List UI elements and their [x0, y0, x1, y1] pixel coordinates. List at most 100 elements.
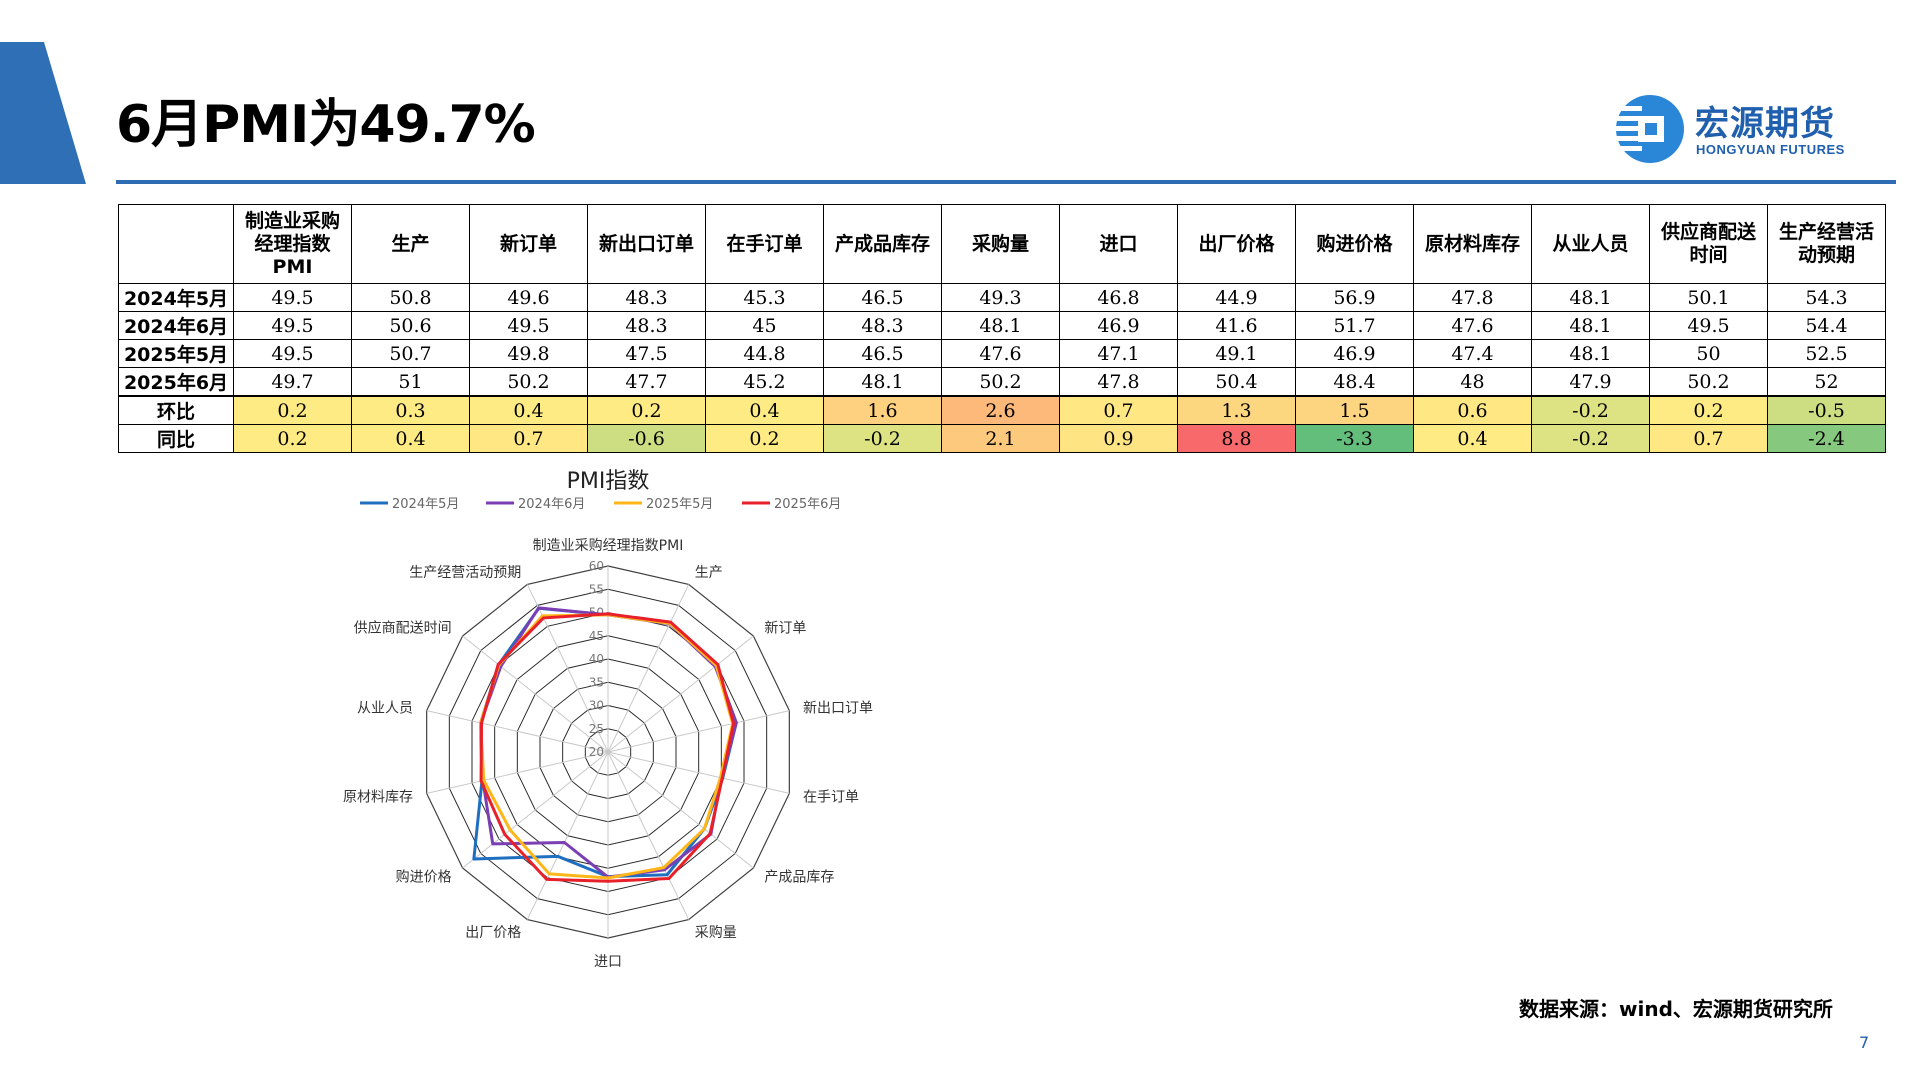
radar-series-line	[479, 612, 736, 883]
table-cell: 50.7	[351, 339, 470, 368]
table-cell: 46.5	[823, 339, 942, 368]
title-underline	[116, 180, 1896, 184]
table-cell: 44.8	[705, 339, 824, 368]
table-row: 2025年5月 49.5 50.7 49.8 47.5 44.8 46.5 47.6 47.1 4…	[118, 339, 1886, 368]
corner-decoration	[0, 42, 86, 184]
table-cell: 0.4	[1413, 424, 1532, 453]
radar-spoke	[526, 751, 609, 920]
radar-axis-label: 采购量	[695, 925, 737, 941]
radar-tick-label: 40	[589, 652, 604, 666]
table-cell: 50.2	[1649, 367, 1768, 397]
table-cell: 0.2	[1649, 395, 1768, 425]
table-cell: 0.4	[351, 424, 470, 453]
table-cell: 8.8	[1177, 424, 1296, 453]
radar-tick-label: 45	[589, 629, 604, 643]
column-header-line: 从业人员	[1552, 232, 1629, 255]
logo-english-text: HONGYUAN FUTURES	[1696, 142, 1845, 157]
radar-spoke	[607, 751, 754, 869]
radar-spoke	[462, 635, 609, 753]
table-row: 2025年6月 49.7 51 50.2 47.7 45.2 48.1 50.2 47.8 50.…	[118, 367, 1886, 397]
radar-axis-label: 新出口订单	[803, 700, 873, 716]
column-header-line: PMI	[272, 255, 313, 278]
table-cell: 47.5	[587, 339, 706, 368]
table-header-row: 制造业采购 经理指数 PMI 生产 新订单 新出口订单 在手订单 产成品库存 采购量 进口 出厂价格…	[118, 204, 1886, 284]
table-cell: 0.7	[1649, 424, 1768, 453]
radar-tick-label: 35	[589, 675, 604, 689]
table-cell: 50.2	[941, 367, 1060, 397]
table-cell: 52.5	[1767, 339, 1886, 368]
table-cell: 50	[1649, 339, 1768, 368]
table-cell: -2.4	[1767, 424, 1886, 453]
legend-label: 2025年5月	[646, 497, 713, 512]
table-cell: 47.7	[587, 367, 706, 397]
column-header: 进口	[1059, 204, 1178, 284]
radar-axis-label: 制造业采购经理指数PMI	[533, 538, 684, 554]
brand-logo: 宏源期货 HONGYUAN FUTURES	[1610, 92, 1860, 166]
legend-label: 2024年6月	[518, 497, 585, 512]
table-cell: -0.6	[587, 424, 706, 453]
column-header-line: 生产经营活	[1778, 221, 1874, 243]
radar-axis-label: 购进价格	[396, 870, 452, 886]
table-cell: 0.9	[1059, 424, 1178, 453]
table-corner-cell	[118, 204, 234, 284]
table-row: 同比 0.2 0.4 0.7 -0.6 0.2 -0.2 2.1 0.9 8.8 -3.3 0.4 -0…	[118, 424, 1886, 453]
radar-spoke	[607, 635, 754, 753]
radar-axis-label: 从业人员	[357, 700, 413, 716]
row-label: 2024年6月	[118, 311, 234, 340]
table-cell: 48.1	[1531, 283, 1650, 312]
table-cell: 52	[1767, 367, 1886, 397]
table-cell: 49.5	[233, 283, 352, 312]
column-header-line: 产成品库存	[834, 232, 930, 255]
row-label: 2025年5月	[118, 339, 234, 368]
table-cell: 1.3	[1177, 395, 1296, 425]
table-cell: 2.6	[941, 395, 1060, 425]
pmi-radar-chart: PMI指数 2024年5月 2024年6月 2025年5月 2025年6月 20 25 30 3…	[343, 469, 873, 970]
table-row: 2024年5月 49.5 50.8 49.6 48.3 45.3 46.5 49.3 46.8 4…	[118, 283, 1886, 312]
table-cell: 47.1	[1059, 339, 1178, 368]
legend-label: 2025年6月	[774, 497, 841, 512]
radar-spoke	[607, 710, 790, 753]
column-header-line: 在手订单	[726, 232, 803, 255]
table-cell: 49.1	[1177, 339, 1296, 368]
table-cell: -0.5	[1767, 395, 1886, 425]
radar-tick-label: 20	[589, 745, 604, 759]
data-source-note: 数据来源：wind、宏源期货研究所	[1519, 997, 1833, 1021]
table-cell: 47.9	[1531, 367, 1650, 397]
column-header-line: 进口	[1099, 232, 1138, 255]
table-cell: 41.6	[1177, 311, 1296, 340]
radar-axis-label: 原材料库存	[343, 790, 413, 806]
table-cell: 46.5	[823, 283, 942, 312]
column-header: 生产经营活 动预期	[1767, 204, 1886, 284]
column-header-line: 新订单	[499, 232, 557, 255]
table-cell: -0.2	[1531, 395, 1650, 425]
table-cell: 49.5	[233, 339, 352, 368]
table-cell: 49.3	[941, 283, 1060, 312]
table-cell: 47.8	[1059, 367, 1178, 397]
table-cell: 50.2	[469, 367, 588, 397]
radar-tick-label: 55	[589, 582, 604, 596]
table-cell: 50.1	[1649, 283, 1768, 312]
table-cell: 0.2	[587, 395, 706, 425]
column-header-line: 采购量	[971, 232, 1029, 255]
table-cell: 48.3	[587, 283, 706, 312]
column-header-line: 供应商配送	[1660, 221, 1756, 243]
table-cell: 45	[705, 311, 824, 340]
table-cell: 1.5	[1295, 395, 1414, 425]
table-cell: -0.2	[823, 424, 942, 453]
table-cell: 48.1	[823, 367, 942, 397]
column-header: 供应商配送 时间	[1649, 204, 1768, 284]
chart-title: PMI指数	[567, 469, 650, 494]
column-header: 原材料库存	[1413, 204, 1532, 284]
table-cell: 1.6	[823, 395, 942, 425]
table-cell: 49.5	[233, 311, 352, 340]
table-cell: 50.4	[1177, 367, 1296, 397]
column-header-line: 购进价格	[1316, 232, 1393, 255]
table-cell: 54.3	[1767, 283, 1886, 312]
table-cell: 49.8	[469, 339, 588, 368]
column-header: 出厂价格	[1177, 204, 1296, 284]
radar-spoke	[607, 751, 790, 794]
table-cell: 48.3	[587, 311, 706, 340]
table-cell: 0.3	[351, 395, 470, 425]
radar-tick-label: 30	[589, 699, 604, 713]
table-cell: 51	[351, 367, 470, 397]
